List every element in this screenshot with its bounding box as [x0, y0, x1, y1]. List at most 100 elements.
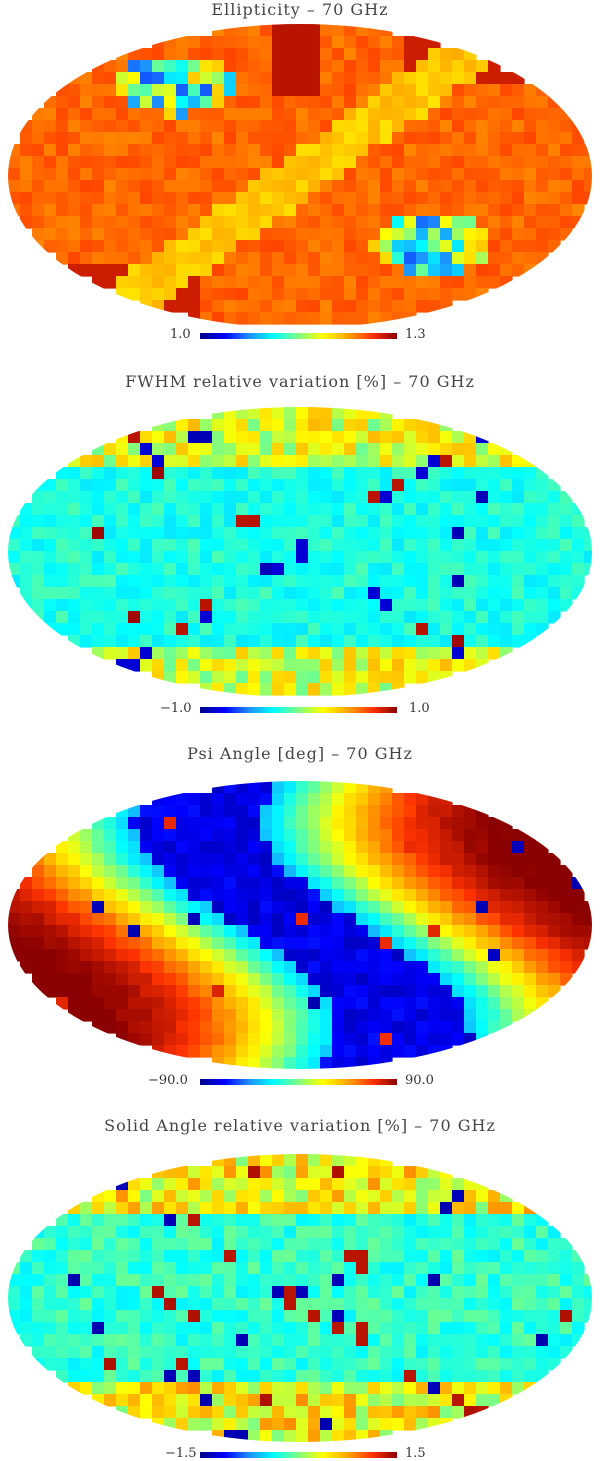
map-pixel	[212, 949, 225, 962]
map-pixel	[116, 144, 129, 157]
map-pixel	[212, 1250, 225, 1263]
map-pixel	[452, 599, 465, 612]
map-pixel	[224, 156, 237, 169]
map-pixel	[104, 1190, 117, 1203]
map-pixel	[368, 563, 381, 576]
map-pixel	[272, 611, 285, 624]
map-pixel	[464, 132, 477, 145]
map-pixel	[272, 817, 285, 830]
map-pixel	[452, 455, 465, 468]
map-pixel	[500, 647, 513, 660]
map-pixel	[248, 889, 261, 902]
map-pixel	[476, 84, 489, 97]
map-pixel	[188, 252, 201, 265]
map-pixel	[176, 551, 189, 564]
map-pixel	[296, 252, 309, 265]
map-pixel	[452, 527, 465, 540]
map-pixel	[152, 551, 165, 564]
map-pixel	[392, 647, 405, 660]
map-pixel	[548, 1346, 561, 1359]
map-pixel	[536, 877, 549, 890]
map-pixel	[188, 1418, 201, 1431]
map-pixel	[224, 853, 237, 866]
map-pixel	[368, 683, 381, 696]
map-pixel	[92, 1310, 105, 1323]
map-pixel	[320, 1262, 333, 1275]
map-pixel	[440, 276, 453, 289]
map-pixel	[44, 985, 57, 998]
map-pixel	[260, 216, 273, 229]
map-pixel	[200, 913, 213, 926]
map-pixel	[404, 1178, 417, 1191]
map-pixel	[584, 563, 592, 576]
map-pixel	[428, 647, 441, 660]
map-pixel	[116, 216, 129, 229]
map-pixel	[236, 84, 249, 97]
map-pixel	[392, 216, 405, 229]
map-pixel	[236, 551, 249, 564]
map-pixel	[104, 1346, 117, 1359]
map-pixel	[164, 901, 177, 914]
map-pixel	[416, 635, 429, 648]
map-pixel	[212, 1298, 225, 1311]
map-pixel	[260, 108, 273, 121]
map-pixel	[140, 901, 153, 914]
map-pixel	[560, 1346, 573, 1359]
map-pixel	[236, 1346, 249, 1359]
map-pixel	[92, 551, 105, 564]
map-pixel	[188, 611, 201, 624]
map-pixel	[296, 1202, 309, 1215]
map-pixel	[56, 985, 69, 998]
map-pixel	[176, 961, 189, 974]
map-pixel	[368, 192, 381, 205]
map-pixel	[188, 276, 201, 289]
map-pixel	[356, 264, 369, 277]
map-pixel	[416, 1418, 429, 1431]
map-pixel	[380, 431, 393, 444]
map-pixel	[296, 1274, 309, 1287]
map-pixel	[332, 180, 345, 193]
map-pixel	[200, 1418, 213, 1431]
map-pixel	[368, 781, 381, 794]
map-pixel	[404, 156, 417, 169]
map-pixel	[44, 216, 57, 229]
map-pixel	[104, 192, 117, 205]
map-pixel	[224, 1021, 237, 1034]
map-pixel	[152, 937, 165, 950]
map-pixel	[260, 120, 273, 133]
map-pixel	[68, 1382, 81, 1395]
map-pixel	[116, 877, 129, 890]
map-pixel	[320, 419, 333, 432]
map-pixel	[284, 192, 297, 205]
map-pixel	[536, 623, 549, 636]
map-pixel	[68, 1226, 81, 1239]
map-pixel	[260, 1202, 273, 1215]
map-pixel	[128, 659, 141, 672]
map-pixel	[344, 120, 357, 133]
map-pixel	[92, 264, 105, 277]
map-pixel	[380, 1045, 393, 1058]
map-pixel	[440, 1250, 453, 1263]
map-pixel	[176, 276, 189, 289]
map-pixel	[308, 1033, 321, 1046]
map-pixel	[476, 228, 489, 241]
map-pixel	[260, 1214, 273, 1227]
map-pixel	[404, 108, 417, 121]
map-pixel	[188, 264, 201, 277]
map-pixel	[380, 889, 393, 902]
map-pixel	[344, 949, 357, 962]
map-pixel	[332, 515, 345, 528]
map-pixel	[380, 527, 393, 540]
map-pixel	[308, 805, 321, 818]
map-pixel	[560, 515, 573, 528]
map-pixel	[200, 1166, 213, 1179]
map-pixel	[260, 288, 273, 301]
map-pixel	[308, 587, 321, 600]
map-pixel	[56, 889, 69, 902]
map-pixel	[92, 1009, 105, 1022]
map-pixel	[248, 937, 261, 950]
map-pixel	[140, 1406, 153, 1419]
map-pixel	[488, 997, 501, 1010]
map-pixel	[104, 551, 117, 564]
map-pixel	[464, 264, 477, 277]
